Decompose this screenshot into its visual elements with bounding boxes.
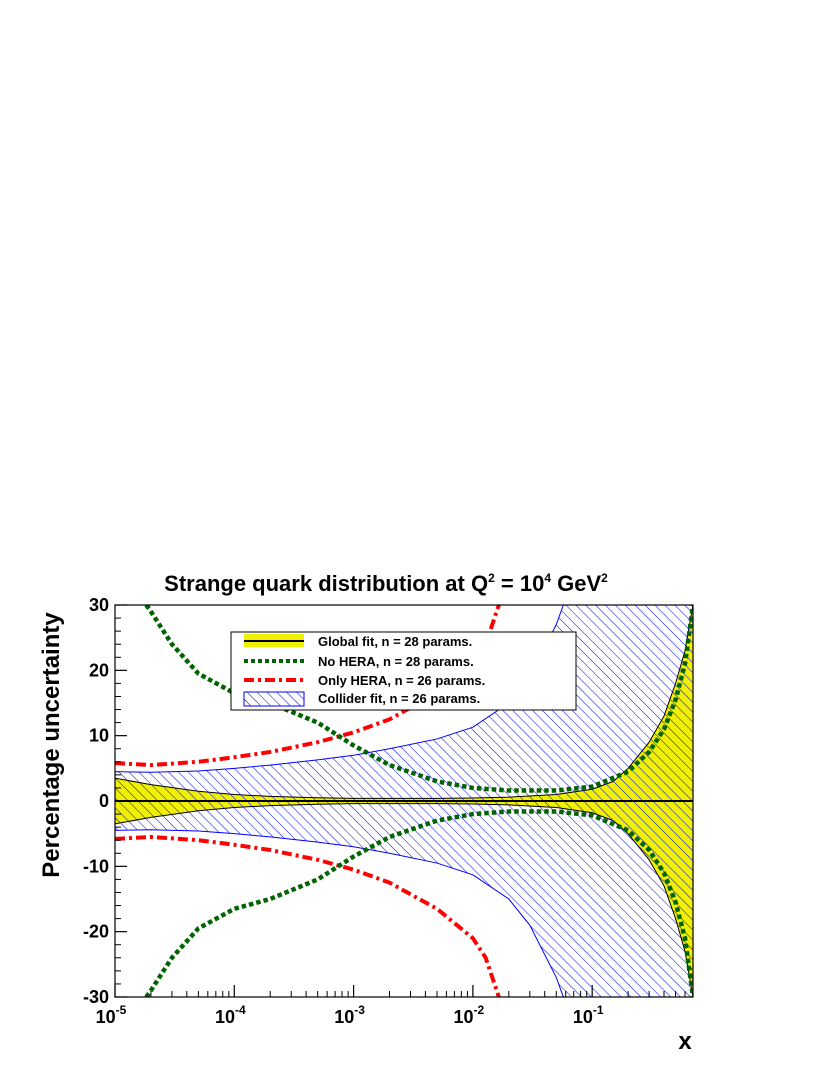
x-tick-label: 10-3 bbox=[334, 1003, 365, 1027]
y-tick-label: 20 bbox=[89, 660, 109, 680]
y-tick-label: 10 bbox=[89, 726, 109, 746]
x-tick-label: 10-1 bbox=[573, 1003, 604, 1027]
x-tick-label: 10-2 bbox=[454, 1003, 485, 1027]
legend-entry-only-hera: Only HERA, n = 26 params. bbox=[244, 673, 485, 688]
legend-label-collider: Collider fit, n = 26 params. bbox=[318, 691, 480, 706]
y-tick-label: -20 bbox=[83, 922, 109, 942]
legend-swatch-collider bbox=[243, 691, 305, 707]
y-tick-label: 30 bbox=[89, 595, 109, 615]
chart-title-end-exponent: 2 bbox=[601, 571, 608, 585]
chart-title-end: GeV bbox=[551, 571, 601, 596]
y-tick-label: -30 bbox=[83, 987, 109, 1007]
chart-title-main: Strange quark distribution at Q bbox=[164, 571, 488, 596]
x-tick-label: 10-4 bbox=[215, 1003, 246, 1027]
x-tick-label: 10-5 bbox=[96, 1003, 127, 1027]
legend-label-global: Global fit, n = 28 params. bbox=[318, 634, 472, 649]
y-tick-label: -10 bbox=[83, 856, 109, 876]
legend-entry-collider: Collider fit, n = 26 params. bbox=[243, 691, 480, 707]
legend-entry-no-hera: No HERA, n = 28 params. bbox=[244, 654, 474, 669]
chart-title-q-exponent: 2 bbox=[488, 571, 495, 585]
y-axis-title: Percentage uncertainty bbox=[38, 612, 65, 878]
legend-label-only-hera: Only HERA, n = 26 params. bbox=[318, 673, 485, 688]
chart-title-mid-exponent: 4 bbox=[544, 571, 551, 585]
x-axis-title: x bbox=[678, 1028, 692, 1055]
no-hera-lower-line bbox=[144, 809, 693, 997]
no-hera-upper-line bbox=[144, 605, 693, 793]
y-tick-label: 0 bbox=[99, 791, 109, 811]
legend-label-no-hera: No HERA, n = 28 params. bbox=[318, 654, 474, 669]
legend-entry-global: Global fit, n = 28 params. bbox=[244, 634, 472, 649]
only-hera-lower-line bbox=[115, 834, 501, 997]
chart-title: Strange quark distribution at Q2 = 104 G… bbox=[164, 571, 608, 596]
chart-title-mid: = 10 bbox=[495, 571, 545, 596]
legend: Global fit, n = 28 params. No HERA, n = … bbox=[230, 631, 577, 711]
